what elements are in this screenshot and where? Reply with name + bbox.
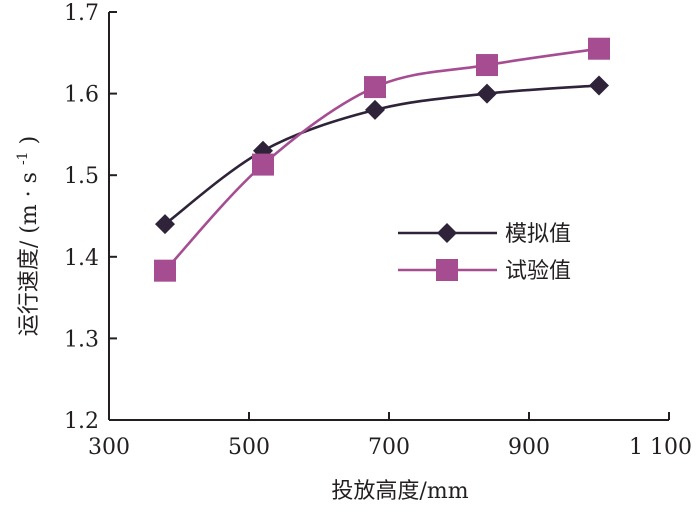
- y-axis-title-close: ): [17, 136, 42, 145]
- y-tick-label: 1.2: [64, 409, 99, 434]
- data-point-experimental: [154, 259, 176, 282]
- legend-label-simulated: 模拟值: [505, 222, 571, 247]
- x-tick-label: 1 100: [629, 435, 692, 460]
- y-tick-label: 1.6: [64, 83, 99, 108]
- y-axis-title-exponent: -1: [15, 151, 31, 165]
- y-tick-label: 1.4: [64, 246, 99, 271]
- x-tick-label: 300: [88, 435, 130, 460]
- legend-marker-experimental: [436, 259, 458, 281]
- data-point-simulated: [365, 99, 385, 120]
- data-point-simulated: [155, 214, 175, 235]
- legend-item-experimental: 试验值: [398, 259, 571, 284]
- x-axis-title: 投放高度/mm: [331, 479, 468, 504]
- data-point-experimental: [588, 37, 610, 60]
- legend-marker-simulated: [437, 223, 457, 243]
- data-point-simulated: [589, 75, 609, 96]
- y-tick-label: 1.3: [64, 327, 99, 352]
- y-axis-title: 运行速度/ (m · s -1 ): [8, 136, 42, 336]
- y-tick-label: 1.5: [64, 164, 99, 189]
- legend-label-experimental: 试验值: [505, 259, 571, 284]
- y-axis-title-unit: (m · s: [17, 172, 42, 234]
- legend-item-simulated: 模拟值: [398, 222, 571, 247]
- data-point-experimental: [252, 153, 274, 176]
- y-tick-label: 1.7: [64, 1, 99, 26]
- series-experimental: [154, 37, 610, 282]
- series-simulated: [155, 75, 609, 235]
- axes: 1.2 1.3 1.4 1.5 1.6 1.7 300 500 700 900 1 100: [64, 1, 692, 460]
- data-point-experimental: [476, 54, 498, 77]
- series-line-simulated: [164, 84, 600, 226]
- data-point-simulated: [477, 83, 497, 104]
- x-tick-label: 500: [228, 435, 270, 460]
- series-layer: [154, 37, 610, 282]
- data-point-experimental: [364, 76, 386, 99]
- x-tick-label: 900: [508, 435, 550, 460]
- y-axis-title-main: 运行速度/: [17, 240, 42, 336]
- x-tick-label: 700: [368, 435, 410, 460]
